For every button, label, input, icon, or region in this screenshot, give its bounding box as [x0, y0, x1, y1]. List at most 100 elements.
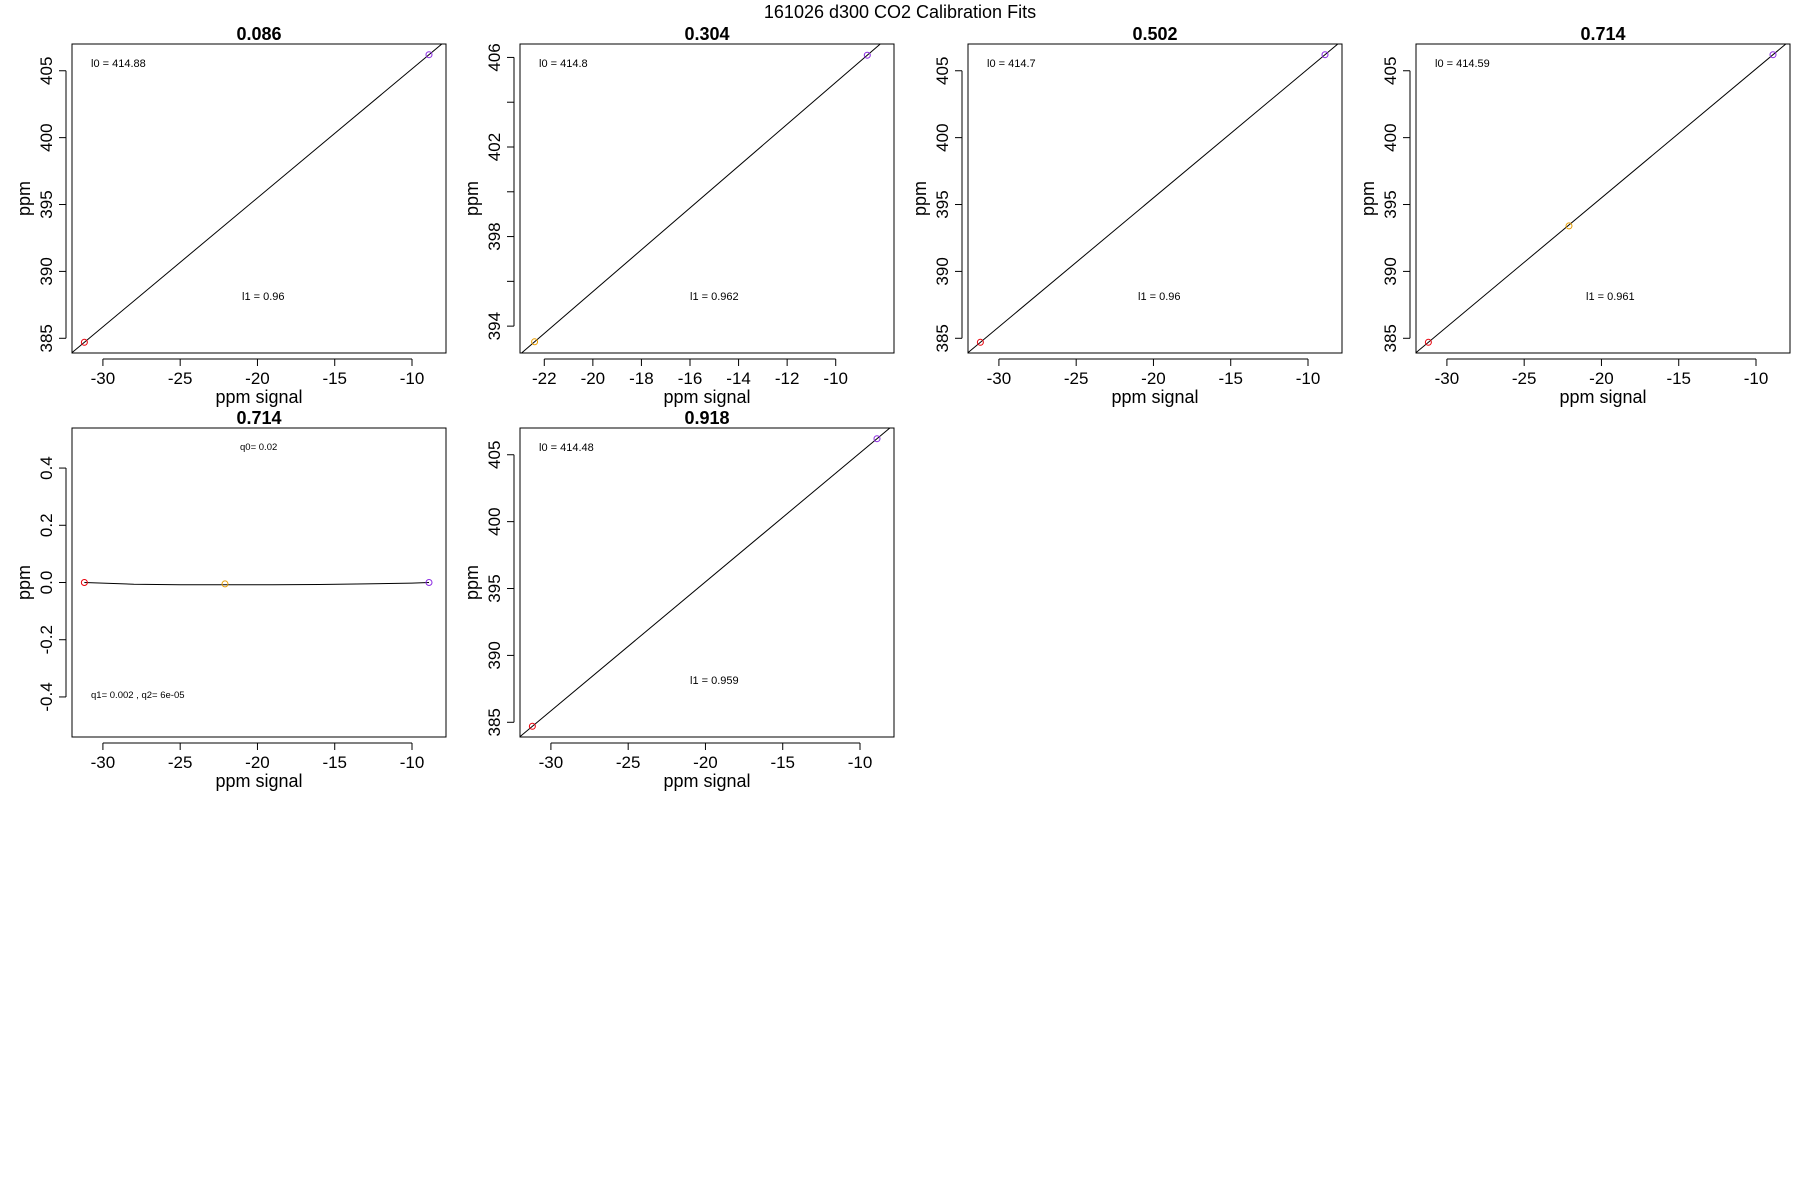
- x-axis-label: ppm signal: [1559, 387, 1646, 407]
- x-tick-label: -25: [1064, 369, 1089, 388]
- y-tick-label: 405: [485, 441, 504, 469]
- plot-frame: [71, 43, 447, 354]
- annotation-l1-label: l1 =: [1586, 291, 1607, 303]
- y-tick-label: 0.2: [37, 513, 56, 537]
- x-tick-label: -10: [400, 369, 425, 388]
- y-axis-label: ppm: [462, 565, 482, 600]
- y-tick-label: 400: [485, 507, 504, 535]
- x-tick-label: -12: [775, 369, 800, 388]
- data-point-red: [976, 338, 984, 346]
- plot-area: [520, 428, 891, 737]
- y-tick-label: 395: [37, 190, 56, 218]
- x-axis-label: ppm signal: [215, 771, 302, 791]
- data-point-purple: [1321, 51, 1329, 59]
- y-axis-label: ppm: [14, 181, 34, 216]
- y-tick-label: 405: [933, 57, 952, 85]
- chart-panel-2: 0.304 -22 -20 -18 -16 -14 -12 -10 ppm signal 394 3…: [462, 24, 895, 407]
- fit-line: [520, 44, 882, 353]
- y-tick-label: 385: [1381, 324, 1400, 352]
- y-tick-label: 390: [37, 257, 56, 285]
- y-tick-label: 390: [485, 641, 504, 669]
- annotation-l1-value: 0.96: [1159, 291, 1180, 303]
- x-tick-label: -25: [168, 753, 193, 772]
- annotation-l0-value: 414.8: [560, 58, 588, 70]
- y-tick-label: 402: [485, 133, 504, 161]
- x-tick-label: -15: [322, 753, 347, 772]
- x-tick-label: -30: [91, 369, 116, 388]
- x-tick-label: -20: [1141, 369, 1166, 388]
- annotation-l0: l0 = 414.59: [1435, 58, 1490, 70]
- plot-frame: [519, 427, 895, 738]
- fit-line: [72, 44, 443, 353]
- x-tick-label: -10: [1296, 369, 1321, 388]
- annotation-l1-label: l1 =: [690, 291, 711, 303]
- x-tick-label: -20: [245, 753, 270, 772]
- panel-title: 0.714: [1580, 24, 1625, 44]
- fit-line: [520, 428, 891, 737]
- data-point-red: [1424, 338, 1432, 346]
- x-tick-label: -18: [629, 369, 654, 388]
- y-tick-label: 398: [485, 222, 504, 250]
- data-point-orange: [531, 338, 539, 346]
- x-tick-label: -20: [1589, 369, 1614, 388]
- x-tick-label: -15: [1218, 369, 1243, 388]
- annotation-q1-value: 0.002 , q2= 6e-05: [110, 690, 185, 701]
- y-tick-label: -0.4: [37, 682, 56, 711]
- annotation-l1: l1 = 0.96: [242, 291, 285, 303]
- y-tick-label: 394: [485, 312, 504, 340]
- data-point-red: [80, 579, 88, 586]
- annotation-q0: q0= 0.02: [240, 442, 277, 453]
- y-tick-label: 0.4: [37, 456, 56, 480]
- annotation-l1: l1 = 0.959: [690, 675, 739, 687]
- x-tick-label: -20: [693, 753, 718, 772]
- plot-area: [1416, 44, 1787, 353]
- annotation-l0-label: l0 =: [987, 58, 1008, 70]
- panel-title: 0.714: [236, 408, 281, 428]
- annotation-l0-label: l0 =: [539, 442, 560, 454]
- y-tick-label: 405: [37, 57, 56, 85]
- fit-line: [968, 44, 1339, 353]
- annotation-l0-value: 414.59: [1456, 58, 1490, 70]
- x-axis-label: ppm signal: [215, 387, 302, 407]
- annotation-l0: l0 = 414.8: [539, 58, 588, 70]
- figure-title: 161026 d300 CO2 Calibration Fits: [764, 2, 1036, 22]
- annotation-l0: l0 = 414.7: [987, 58, 1036, 70]
- annotation-l0-value: 414.48: [560, 442, 594, 454]
- y-tick-label: 390: [1381, 257, 1400, 285]
- panel-title: 0.502: [1132, 24, 1177, 44]
- y-axis-label: ppm: [462, 181, 482, 216]
- y-tick-label: 405: [1381, 57, 1400, 85]
- x-tick-label: -16: [678, 369, 703, 388]
- annotation-l1-value: 0.961: [1607, 291, 1635, 303]
- chart-panel-3: 0.502 -30 -25 -20 -15 -10 ppm signal 385 390 395 4…: [910, 24, 1343, 407]
- data-point-purple: [1769, 51, 1777, 59]
- x-tick-label: -15: [1666, 369, 1691, 388]
- data-point-purple: [863, 51, 871, 59]
- chart-panel-5: 0.714 -30 -25 -20 -15 -10 ppm signal -0.4 -0.2 0.…: [14, 408, 447, 791]
- plot-area: [520, 44, 882, 353]
- annotation-l0-value: 414.88: [112, 58, 146, 70]
- x-tick-label: -20: [581, 369, 606, 388]
- y-tick-label: 400: [37, 123, 56, 151]
- y-tick-label: 395: [1381, 190, 1400, 218]
- data-point-red: [528, 722, 536, 730]
- annotation-q0-value: 0.02: [259, 442, 278, 453]
- x-tick-label: -25: [168, 369, 193, 388]
- y-tick-label: 395: [933, 190, 952, 218]
- x-tick-label: -30: [1435, 369, 1460, 388]
- fit-line: [1416, 44, 1787, 353]
- x-tick-label: -20: [245, 369, 270, 388]
- y-tick-label: -0.2: [37, 625, 56, 654]
- y-tick-label: 0.0: [37, 571, 56, 595]
- plot-frame: [519, 43, 895, 354]
- chart-panel-4: 0.714 -30 -25 -20 -15 -10 ppm signal 385 390 395 4…: [1358, 24, 1791, 407]
- plot-area: [80, 579, 433, 588]
- x-tick-label: -30: [91, 753, 116, 772]
- fit-curve: [84, 582, 430, 586]
- y-tick-label: 390: [933, 257, 952, 285]
- y-axis-label: ppm: [910, 181, 930, 216]
- x-axis-label: ppm signal: [1111, 387, 1198, 407]
- annotation-l1-label: l1 =: [1138, 291, 1159, 303]
- plot-area: [968, 44, 1339, 353]
- annotation-l1-label: l1 =: [242, 291, 263, 303]
